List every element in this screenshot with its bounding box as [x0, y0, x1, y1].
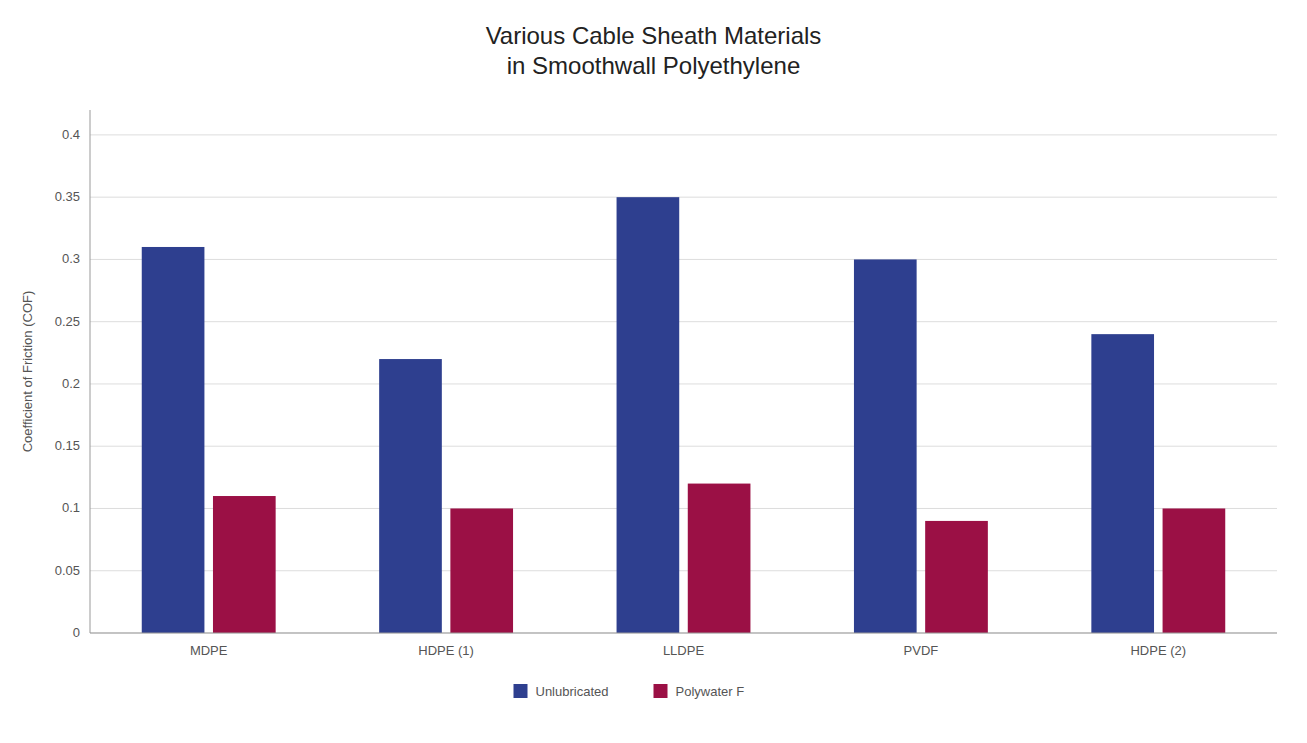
y-tick-label: 0.1 — [62, 500, 80, 515]
y-tick-label: 0.05 — [55, 563, 80, 578]
y-axis-label: Coefficient of Friction (COF) — [20, 291, 35, 453]
bar — [617, 197, 680, 633]
y-tick-label: 0 — [73, 625, 80, 640]
chart-svg: Various Cable Sheath Materials in Smoothw… — [0, 0, 1307, 743]
grid-line — [90, 633, 1277, 634]
y-axis-line — [90, 110, 91, 633]
x-axis-line — [90, 633, 1277, 634]
bars — [142, 197, 1225, 633]
x-tick-label: PVDF — [904, 643, 939, 658]
grid — [90, 135, 1277, 633]
x-tick-label: LLDPE — [663, 643, 705, 658]
grid-line — [90, 197, 1277, 198]
y-tick-label: 0.35 — [55, 189, 80, 204]
bar — [450, 508, 513, 633]
chart-title-line: Various Cable Sheath Materials — [486, 22, 822, 49]
bar — [1091, 334, 1154, 633]
y-tick-label: 0.25 — [55, 314, 80, 329]
chart-title-line: in Smoothwall Polyethylene — [507, 52, 801, 79]
bar — [142, 247, 205, 633]
y-tick-label: 0.3 — [62, 251, 80, 266]
bar — [925, 521, 988, 633]
x-tick-label: MDPE — [190, 643, 228, 658]
legend-swatch — [654, 684, 668, 698]
grid-line — [90, 259, 1277, 260]
y-tick-label: 0.2 — [62, 376, 80, 391]
y-tick-label: 0.4 — [62, 127, 80, 142]
bar — [213, 496, 276, 633]
chart-container: Various Cable Sheath Materials in Smoothw… — [0, 0, 1307, 743]
bar — [1163, 508, 1226, 633]
legend: Unlubricated Polywater F — [514, 684, 745, 699]
legend-label: Polywater F — [676, 684, 745, 699]
y-tick-label: 0.15 — [55, 438, 80, 453]
bar — [688, 484, 751, 633]
grid-line — [90, 321, 1277, 322]
legend-swatch — [514, 684, 528, 698]
bar — [379, 359, 442, 633]
bar — [854, 259, 917, 633]
grid-line — [90, 134, 1277, 135]
legend-label: Unlubricated — [536, 684, 609, 699]
chart-title: Various Cable Sheath Materials in Smoothw… — [486, 22, 822, 79]
x-tick-label: HDPE (2) — [1130, 643, 1186, 658]
page: {"chart_data": {"type": "bar", "title": … — [0, 0, 1307, 743]
x-tick-label: HDPE (1) — [418, 643, 474, 658]
